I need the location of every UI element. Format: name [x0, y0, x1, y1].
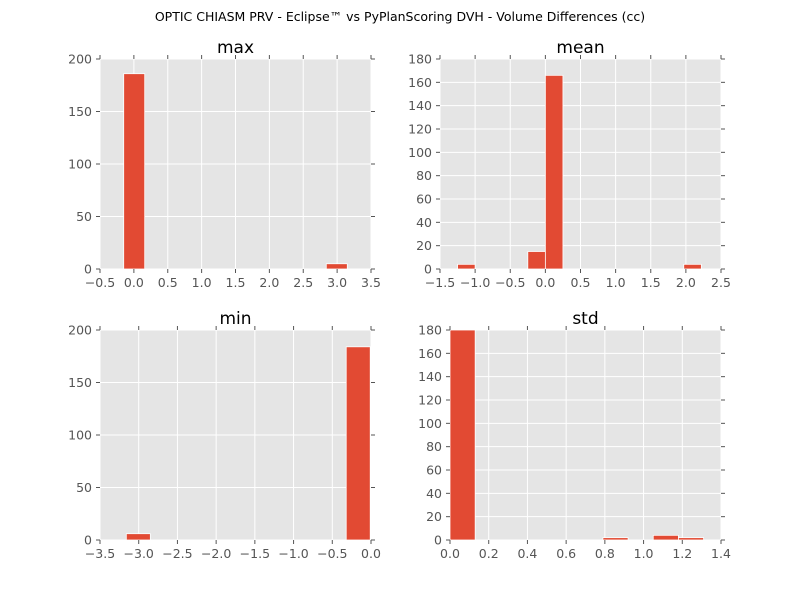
histogram-bar — [544, 74, 564, 270]
x-tick-label: −3.5 — [85, 546, 115, 561]
x-tick-label: 2.0 — [259, 275, 279, 290]
y-tick-label: 160 — [408, 75, 432, 90]
panel-min: −3.5 −3.0 −2.5 −2.0 −1.5 −1.0 −0.5 0.0 0 50 100 150… — [68, 309, 381, 561]
y-tick-label: 0 — [424, 262, 432, 277]
plot-area — [450, 330, 721, 540]
x-tick-label: −2.5 — [162, 546, 192, 561]
x-tick-label: −0.5 — [495, 275, 525, 290]
y-tick-label: 60 — [416, 192, 432, 207]
histogram-bar — [527, 251, 546, 270]
y-tick-label: 50 — [76, 480, 92, 495]
subplot-title: mean — [556, 38, 604, 58]
y-tick-label: 120 — [418, 393, 442, 408]
panel-std: 0.0 0.2 0.4 0.6 0.8 1.0 1.2 1.4 0 20 40 60 80 100 120 1… — [418, 309, 731, 561]
subplot-title: min — [219, 309, 251, 329]
x-tick-label: −1.0 — [460, 275, 490, 290]
histogram-bar — [652, 534, 679, 541]
histogram-bar — [345, 346, 371, 541]
x-tick-label: −3.0 — [124, 546, 154, 561]
x-tick-label: 1.0 — [192, 275, 212, 290]
x-tick-label: 0.0 — [124, 275, 144, 290]
x-tick-label: −1.0 — [278, 546, 308, 561]
x-tick-label: 0.0 — [535, 275, 555, 290]
y-tick-label: 20 — [416, 238, 432, 253]
panel-max: −0.5 0.0 0.5 1.0 1.5 2.0 2.5 3.0 3.5 0 50 100 150 200… — [68, 38, 381, 290]
histogram-bar — [678, 537, 704, 541]
y-tick-label: 80 — [426, 439, 442, 454]
y-tick-label: 40 — [426, 486, 442, 501]
x-tick-label: 3.0 — [327, 275, 347, 290]
x-tick-label: 0.0 — [440, 546, 460, 561]
y-tick-label: 60 — [426, 463, 442, 478]
y-tick-label: 80 — [416, 168, 432, 183]
x-tick-label: 1.5 — [641, 275, 661, 290]
x-tick-label: 0.5 — [158, 275, 178, 290]
x-tick-label: −0.5 — [85, 275, 115, 290]
x-tick-label: −1.5 — [425, 275, 455, 290]
y-tick-label: 0 — [434, 533, 442, 548]
x-tick-label: 0.8 — [595, 546, 615, 561]
y-tick-label: 200 — [68, 52, 92, 67]
subplot-title: max — [217, 38, 254, 58]
x-tick-label: 0.2 — [479, 546, 499, 561]
histogram-bar — [125, 533, 151, 541]
y-tick-label: 140 — [418, 369, 442, 384]
y-tick-label: 0 — [84, 262, 92, 277]
x-tick-label: 0.0 — [361, 546, 381, 561]
x-tick-label: 2.0 — [676, 275, 696, 290]
histogram-bar — [457, 263, 476, 270]
x-tick-label: 2.5 — [293, 275, 313, 290]
y-tick-label: 160 — [418, 346, 442, 361]
x-tick-label: 1.4 — [711, 546, 731, 561]
x-tick-label: 0.6 — [556, 546, 576, 561]
x-tick-label: 1.5 — [226, 275, 246, 290]
x-tick-label: 0.4 — [517, 546, 537, 561]
x-tick-label: 0.5 — [571, 275, 591, 290]
subplot-title: std — [572, 309, 598, 329]
x-tick-label: −0.5 — [317, 546, 347, 561]
x-tick-label: 3.5 — [361, 275, 381, 290]
histogram-bar — [449, 329, 476, 541]
x-tick-label: 1.0 — [606, 275, 626, 290]
y-tick-label: 150 — [68, 375, 92, 390]
histogram-bar — [123, 73, 146, 270]
y-tick-label: 100 — [68, 157, 92, 172]
y-tick-label: 150 — [68, 104, 92, 119]
y-tick-label: 100 — [408, 145, 432, 160]
histogram-bar — [325, 263, 348, 270]
y-tick-label: 20 — [426, 509, 442, 524]
y-tick-label: 120 — [408, 122, 432, 137]
x-tick-label: −2.0 — [201, 546, 231, 561]
y-tick-label: 180 — [418, 323, 442, 338]
y-tick-label: 0 — [84, 533, 92, 548]
histogram-bar — [683, 263, 702, 270]
panel-mean: −1.5 −1.0 −0.5 0.0 0.5 1.0 1.5 2.0 2.5 0 20 40 60 80 1… — [408, 38, 731, 290]
histogram-bar — [602, 537, 629, 541]
y-tick-label: 200 — [68, 323, 92, 338]
y-tick-label: 100 — [418, 416, 442, 431]
x-tick-label: 1.0 — [634, 546, 654, 561]
y-tick-label: 180 — [408, 52, 432, 67]
y-tick-label: 50 — [76, 209, 92, 224]
y-tick-label: 100 — [68, 428, 92, 443]
x-tick-label: 1.2 — [672, 546, 692, 561]
figure-title: OPTIC CHIASM PRV - Eclipse™ vs PyPlanSco… — [154, 9, 646, 24]
y-tick-label: 40 — [416, 215, 432, 230]
y-tick-label: 140 — [408, 98, 432, 113]
x-tick-label: 2.5 — [711, 275, 731, 290]
x-tick-label: −1.5 — [240, 546, 270, 561]
